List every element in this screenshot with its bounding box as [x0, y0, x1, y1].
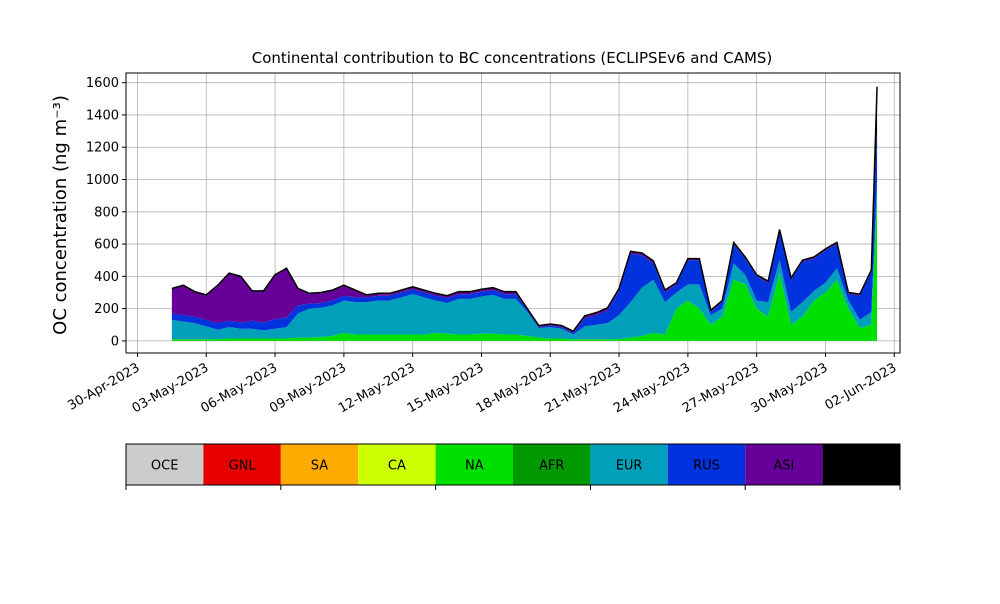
x-tick-label: 30-May-2023 [749, 360, 831, 416]
x-tick-label: 21-May-2023 [542, 360, 624, 416]
legend: OCE GNL SA CA NA AFR EUR RUS ASI AUS [125, 443, 901, 490]
legend-swatch-gnl [203, 444, 281, 485]
legend-swatch-aus [822, 444, 900, 485]
y-axis-label: OC concentration (ng m⁻³) [50, 95, 71, 335]
legend-swatch-na [435, 444, 513, 485]
x-tick-label: 15-May-2023 [405, 360, 487, 416]
x-tick-label: 12-May-2023 [336, 360, 418, 416]
y-tick-label: 200 [94, 302, 119, 317]
legend-label: EUR [616, 459, 643, 474]
x-tick-label: 09-May-2023 [267, 360, 349, 416]
x-tick-label: 24-May-2023 [611, 360, 693, 416]
plot-area: 0200400600800100012001400160030-Apr-2023… [65, 72, 901, 416]
legend-label: RUS [693, 459, 720, 474]
y-tick-label: 1000 [86, 173, 119, 188]
legend-label: AFR [539, 459, 564, 474]
y-tick-label: 400 [94, 270, 119, 285]
legend-swatch-ca [358, 444, 436, 485]
y-tick-label: 0 [111, 334, 119, 349]
legend-swatch-oce [126, 444, 204, 485]
legend-swatch-asi [745, 444, 823, 485]
area-eur [171, 179, 878, 340]
chart-title: Continental contribution to BC concentra… [252, 49, 773, 67]
y-tick-label: 800 [94, 205, 119, 220]
legend-swatch-rus [667, 444, 746, 485]
legend-label: ASI [773, 459, 794, 474]
legend-swatch-eur [590, 444, 668, 485]
legend-label: AUS [848, 459, 875, 474]
legend-label: SA [311, 459, 328, 474]
legend-swatch-sa [280, 444, 359, 485]
x-tick-label: 02-Jun-2023 [822, 360, 899, 413]
total-line [171, 86, 878, 333]
legend-label: CA [388, 459, 406, 474]
y-tick-label: 1200 [86, 141, 119, 156]
legend-swatch-afr [513, 444, 591, 485]
x-tick-label: 03-May-2023 [130, 360, 212, 416]
y-tick-label: 600 [94, 238, 119, 253]
x-tick-label: 18-May-2023 [474, 360, 556, 416]
legend-label: GNL [229, 459, 257, 474]
y-tick-label: 1400 [86, 108, 119, 123]
y-tick-label: 1600 [86, 76, 119, 91]
legend-label: NA [465, 459, 484, 474]
legend-label: OCE [151, 459, 179, 474]
legend-frame [125, 443, 901, 486]
x-tick-label: 27-May-2023 [680, 360, 762, 416]
area-rus [171, 131, 878, 335]
axes-frame [125, 72, 901, 354]
x-tick-label: 06-May-2023 [198, 360, 280, 416]
area-asi [171, 130, 878, 333]
area-na [171, 195, 878, 341]
